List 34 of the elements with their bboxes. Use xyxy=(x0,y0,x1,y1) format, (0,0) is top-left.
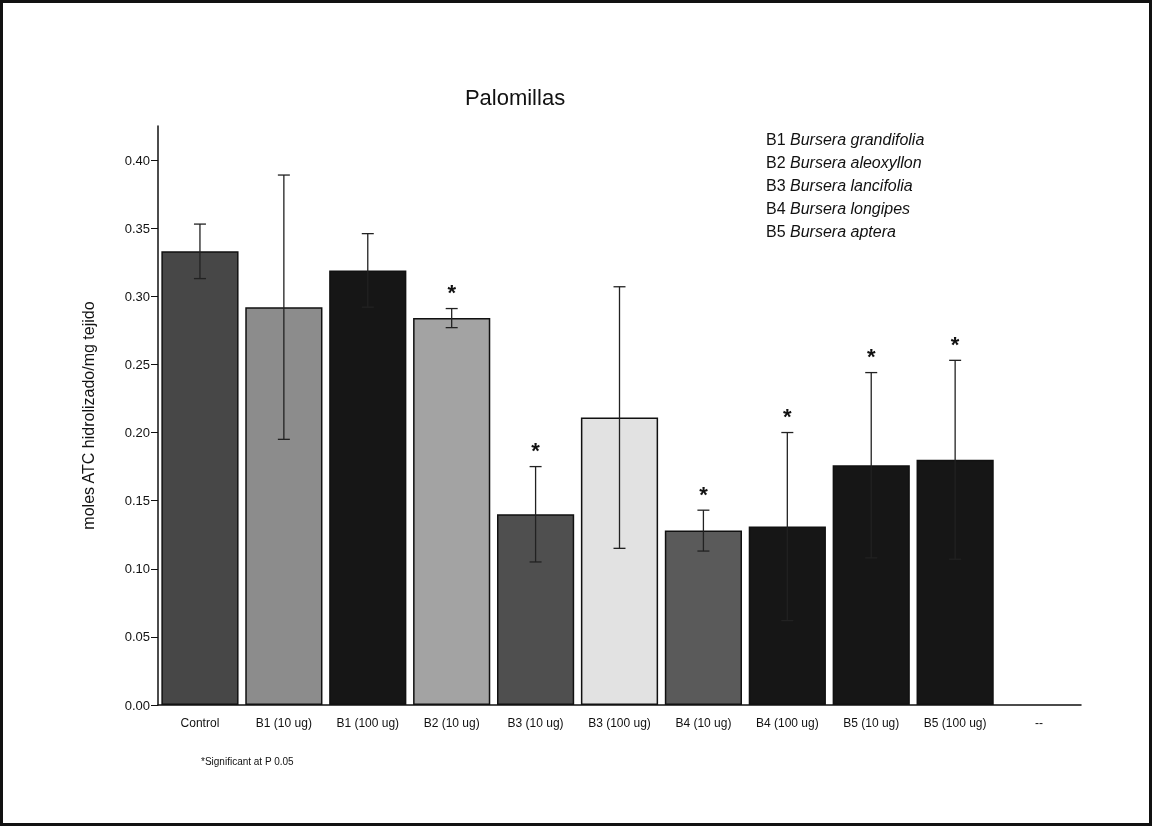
y-tick-label: 0.20 xyxy=(124,425,150,441)
annotation: B4 Bursera longipes xyxy=(766,199,911,217)
annotation: B2 Bursera aleoxyllon xyxy=(766,153,922,171)
y-tick-label: 0.10 xyxy=(124,561,150,577)
x-tick-label: B3 (10 ug) xyxy=(507,716,564,730)
y-tick-label: 0.00 xyxy=(124,697,150,713)
x-tick-label: B5 (100 ug) xyxy=(923,716,987,730)
y-tick-label: 0.05 xyxy=(124,629,150,645)
annotation: * xyxy=(950,331,960,357)
annotation: B3 Bursera lancifolia xyxy=(766,176,913,194)
y-axis-title: moles ATC hidrolizado/mg tejido xyxy=(79,301,97,530)
annotation: * xyxy=(866,344,876,370)
x-tick-label: B4 (100 ug) xyxy=(755,716,819,730)
y-tick-label: 0.35 xyxy=(124,220,150,236)
chart-title: Palomillas xyxy=(464,84,566,110)
annotation: * xyxy=(699,481,709,507)
x-tick-label: -- xyxy=(1035,716,1044,730)
annotation: * xyxy=(783,404,793,430)
y-tick-label: 0.15 xyxy=(124,493,150,509)
x-tick-label: B3 (100 ug) xyxy=(588,716,651,730)
annotation: * xyxy=(447,280,457,306)
annotation: * xyxy=(531,438,541,464)
x-tick-label: B2 (10 ug) xyxy=(423,716,480,730)
annotation: B1 Bursera grandifolia xyxy=(766,130,925,148)
y-tick-label: 0.25 xyxy=(124,356,150,372)
x-tick-label: B4 (10 ug) xyxy=(675,716,732,730)
y-tick-label: 0.30 xyxy=(124,288,150,304)
x-tick-label: B5 (10 ug) xyxy=(843,716,900,730)
text: *Significant at P 0.05 xyxy=(201,755,295,767)
annotation: B5 Bursera aptera xyxy=(766,222,896,240)
y-tick-label: 0.40 xyxy=(124,152,150,168)
x-tick-label: Control xyxy=(180,716,220,730)
x-tick-label: B1 (100 ug) xyxy=(336,716,400,730)
x-tick-label: B1 (10 ug) xyxy=(255,716,312,730)
